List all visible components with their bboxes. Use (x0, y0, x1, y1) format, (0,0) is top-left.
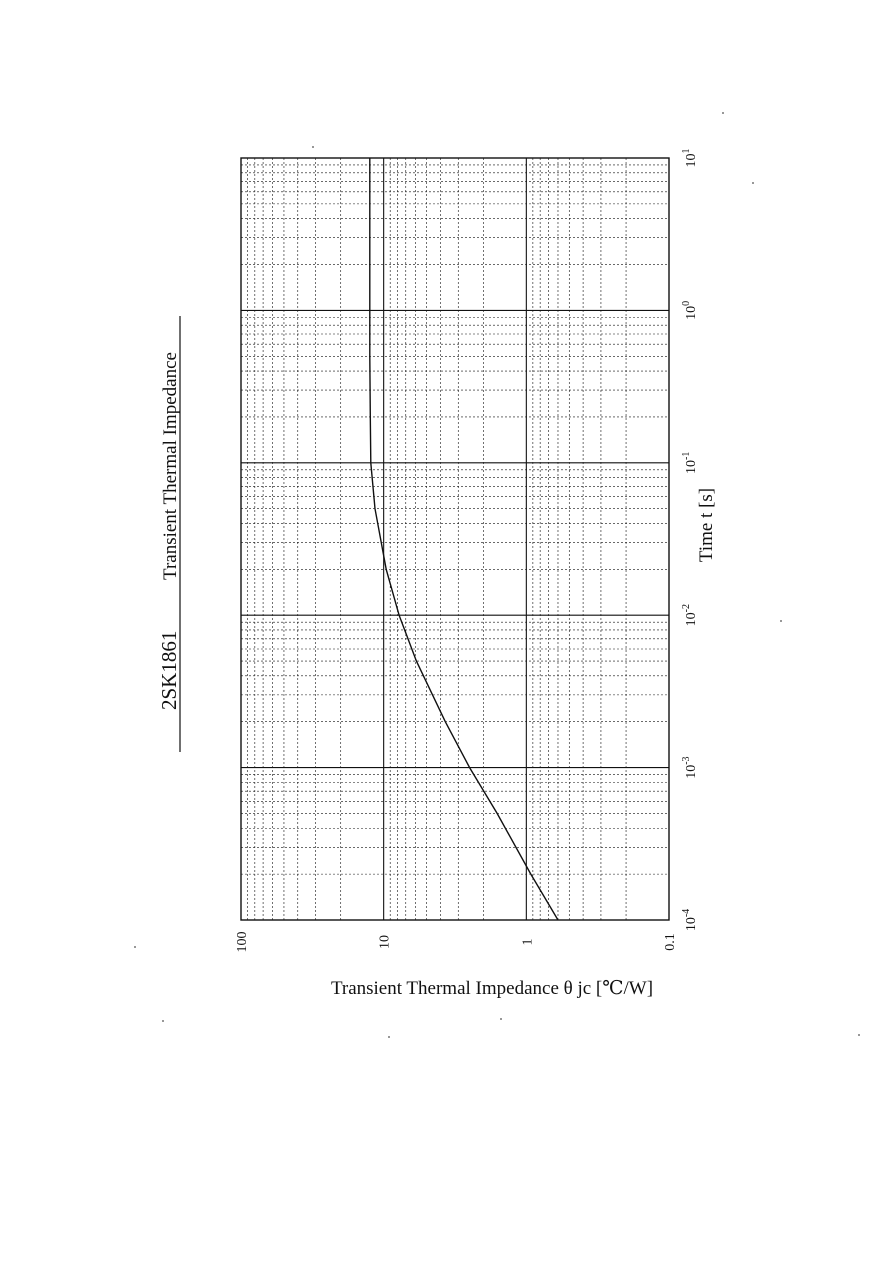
title-group: 2SK1861 Transient Thermal Impedance (157, 352, 181, 710)
scan-speck (858, 1034, 860, 1036)
scan-speck (162, 1020, 164, 1022)
scan-speck (500, 1018, 502, 1020)
x-axis-label-group: Time t [s] (696, 488, 717, 562)
y-tick-label: 0.1 (663, 933, 678, 951)
scan-speck (722, 112, 724, 114)
x-tick-label: 10-2 (681, 604, 699, 626)
chart-subtitle: Transient Thermal Impedance (160, 352, 181, 580)
x-tick-label-group: 100 (681, 301, 699, 320)
x-axis-label: Time t [s] (696, 488, 717, 562)
x-tick-label: 101 (681, 149, 699, 168)
scan-speck (752, 182, 754, 184)
impedance-curve (369, 158, 559, 921)
y-axis-label: Transient Thermal Impedance θ jc [℃/W] (331, 978, 653, 999)
scan-speck (388, 1036, 390, 1038)
x-tick-label: 10-3 (681, 756, 699, 778)
x-tick-label-group: 10-3 (681, 756, 699, 778)
x-tick-label-group: 10-2 (681, 604, 699, 626)
y-tick-label: 10 (378, 935, 393, 949)
chart-title: 2SK1861 (157, 631, 181, 710)
y-tick-label: 1 (520, 939, 535, 946)
scan-speck (780, 620, 782, 622)
x-tick-label-group: 10-4 (681, 909, 699, 931)
plot-border (240, 157, 670, 921)
grid-layer (241, 158, 669, 920)
x-tick-label: 10-1 (681, 452, 699, 474)
x-tick-label-group: 10-1 (681, 452, 699, 474)
scan-speck (312, 146, 314, 148)
x-tick-label-group: 101 (681, 149, 699, 168)
plot-frame (240, 157, 670, 921)
scan-speck (134, 946, 136, 948)
x-tick-label: 10-4 (681, 909, 699, 931)
curve-layer (369, 158, 559, 921)
y-tick-label: 100 (235, 932, 250, 953)
x-tick-label: 100 (681, 301, 699, 320)
